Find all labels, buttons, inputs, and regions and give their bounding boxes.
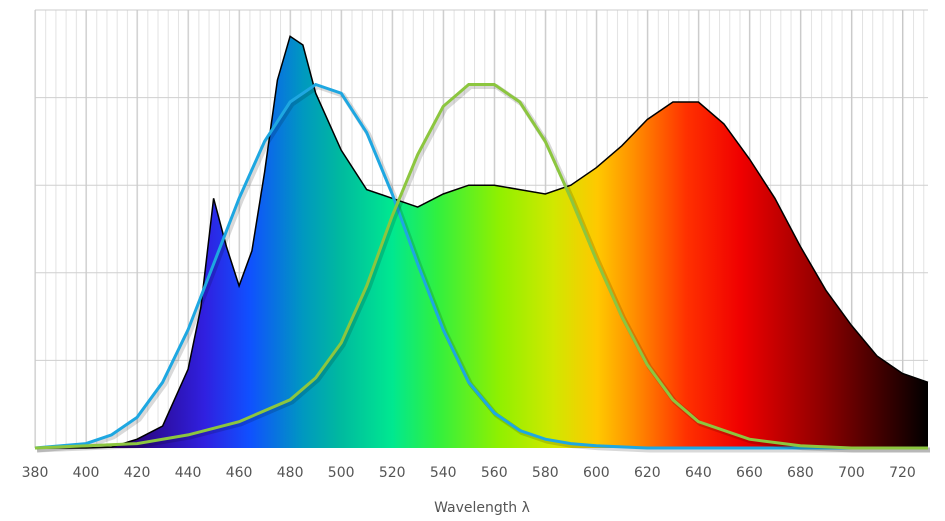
x-tick-label: 500 [328,465,355,481]
x-tick-label: 440 [175,465,202,481]
x-tick-label: 660 [736,465,763,481]
spectrum-area [35,36,928,449]
x-tick-label: 480 [277,465,304,481]
x-tick-label: 540 [430,465,457,481]
curve [34,82,928,450]
x-tick-label: 640 [685,465,712,481]
curve [34,83,928,450]
x-tick-label: 420 [124,465,151,481]
x-tick-label: 560 [481,465,508,481]
x-tick-label: 700 [838,465,865,481]
x-tick-label: 680 [787,465,814,481]
spectrum-outline [35,35,929,449]
x-tick-label: 380 [22,465,49,481]
x-tick-label: 460 [226,465,253,481]
x-tick-label: 620 [634,465,661,481]
x-tick-label: 720 [889,465,916,481]
x-tick-label: 520 [379,465,406,481]
x-axis-label: Wavelength λ [434,500,530,516]
x-tick-label: 600 [583,465,610,481]
x-tick-label: 400 [73,465,100,481]
x-tick-label: 580 [532,465,559,481]
